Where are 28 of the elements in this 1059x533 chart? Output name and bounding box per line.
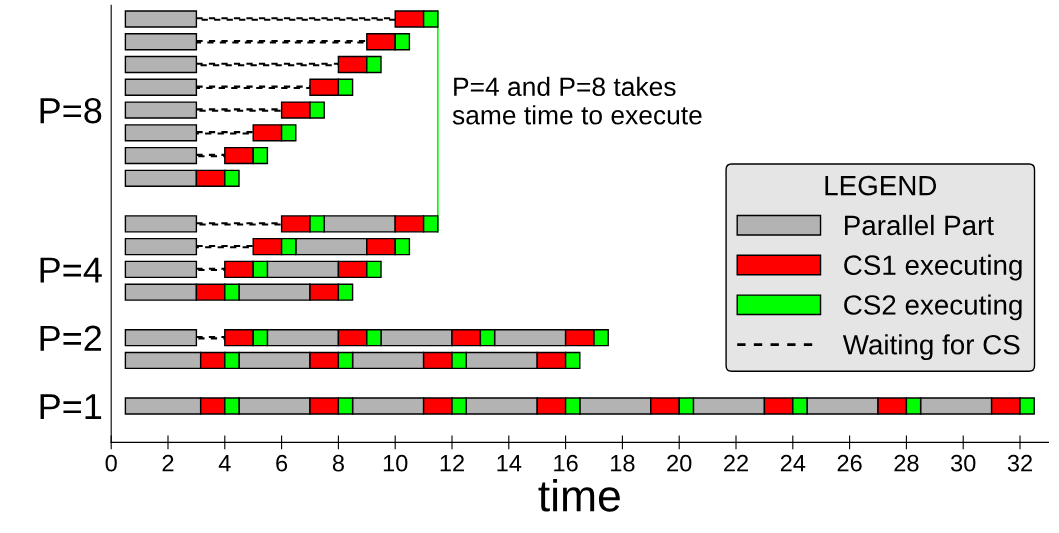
x-tick-label: 10 [383, 454, 408, 472]
annotation: P=4 and P=8 takes same time to execute [452, 76, 702, 125]
x-tick-label: 30 [950, 454, 976, 472]
y-tick-label: P=8 [40, 97, 102, 124]
y-tick-label: P=2 [40, 325, 102, 351]
x-tick-label: 18 [611, 454, 635, 472]
x-tick-label: 16 [554, 454, 578, 472]
legend-title: LEGEND [825, 175, 937, 196]
y-tick-label: P=1 [40, 394, 102, 420]
x-tick-label: 12 [440, 454, 464, 472]
x-tick-label: 6 [276, 454, 288, 472]
x-tick-label: 8 [332, 454, 344, 472]
y-tick-label: P=4 [40, 257, 102, 283]
x-tick-label: 2 [162, 454, 174, 472]
x-tick-label: 20 [667, 454, 692, 472]
legend-label: Parallel Part [845, 214, 994, 236]
x-tick-label: 22 [724, 454, 748, 472]
legend-label: CS1 executing [844, 254, 1022, 281]
x-tick-label: 14 [497, 455, 522, 472]
x-tick-label: 26 [837, 454, 862, 472]
x-tick-label: 32 [1007, 454, 1032, 472]
legend-label: Waiting for CS [842, 334, 1020, 361]
legend-label: CS2 executing [844, 294, 1022, 321]
x-tick-label: 28 [894, 454, 919, 472]
x-tick-label: 4 [218, 455, 231, 472]
x-axis-title: time [538, 478, 620, 512]
x-tick-label: 24 [780, 454, 806, 472]
x-tick-label: 0 [105, 454, 117, 472]
